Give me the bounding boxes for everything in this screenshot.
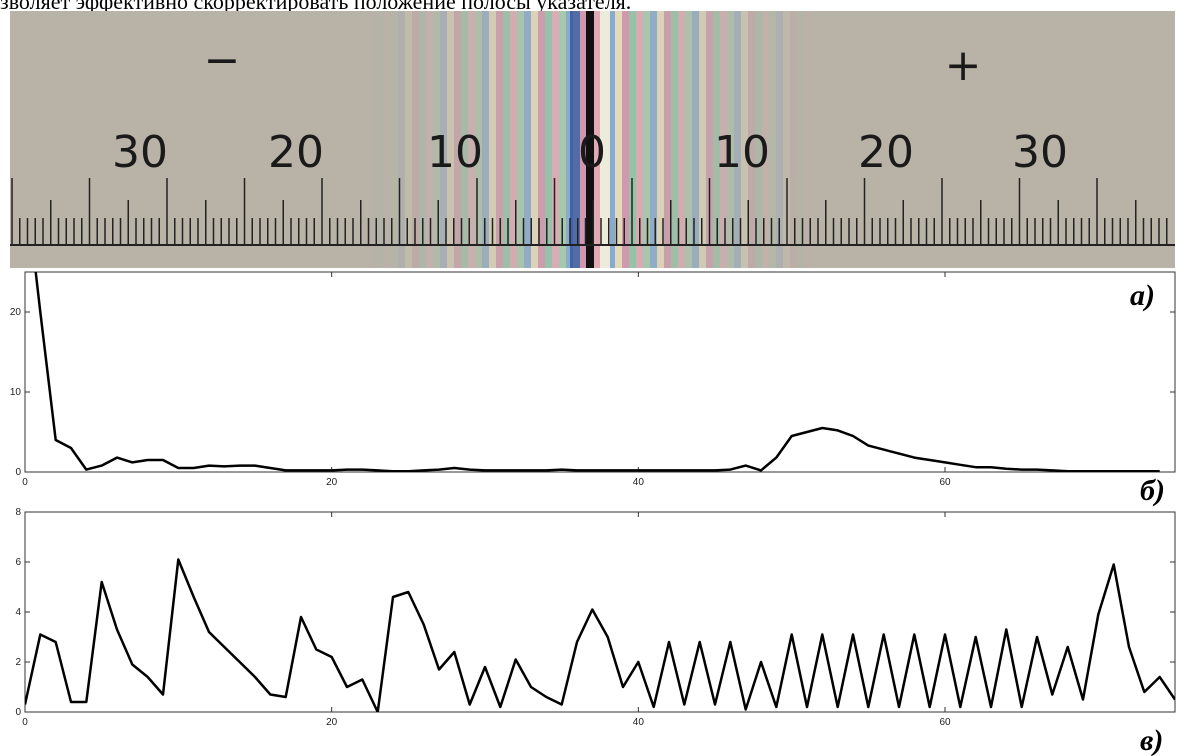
y-tick-label: 8 xyxy=(15,507,21,518)
scale-label: 30 xyxy=(112,127,168,178)
y-tick-label: 20 xyxy=(10,307,22,318)
fringe xyxy=(559,11,566,268)
fringe xyxy=(608,11,615,268)
fringe xyxy=(615,11,622,268)
scale-label: 20 xyxy=(858,127,914,178)
fringe xyxy=(699,11,706,268)
fringe xyxy=(664,11,671,268)
scale-label: 10 xyxy=(427,127,483,178)
fringe xyxy=(496,11,503,268)
fringe xyxy=(671,11,678,268)
fringe xyxy=(468,11,475,268)
scale-label: 20 xyxy=(268,127,324,178)
caption-text: зволяет эффективно скорректировать полож… xyxy=(0,0,631,14)
y-tick-label: 2 xyxy=(15,657,21,668)
fringe xyxy=(580,11,587,268)
sign: − xyxy=(204,35,241,86)
fringe xyxy=(734,11,741,268)
fringe xyxy=(643,11,650,268)
fringe xyxy=(629,11,636,268)
line-series xyxy=(25,558,1175,712)
fringe xyxy=(419,11,426,268)
fringe-center xyxy=(600,11,610,268)
fringe xyxy=(531,11,538,268)
fringe xyxy=(727,11,734,268)
fringe xyxy=(517,11,524,268)
fringe xyxy=(692,11,699,268)
y-tick-label: 6 xyxy=(15,557,21,568)
fringe xyxy=(741,11,748,268)
fringe xyxy=(685,11,692,268)
panel-label: б) xyxy=(1140,474,1165,507)
fringe xyxy=(678,11,685,268)
fringe xyxy=(370,11,377,268)
scale-label: 10 xyxy=(714,127,770,178)
fringe xyxy=(545,11,552,268)
fringe xyxy=(804,11,811,268)
fringe xyxy=(454,11,461,268)
x-tick-label: 40 xyxy=(633,717,645,728)
scale-label: 0 xyxy=(578,127,606,178)
fringe xyxy=(657,11,664,268)
fringe xyxy=(713,11,720,268)
y-tick-label: 4 xyxy=(15,607,21,618)
fringe xyxy=(447,11,454,268)
fringe xyxy=(755,11,762,268)
fringe xyxy=(384,11,391,268)
fringe-center xyxy=(570,11,580,268)
fringe xyxy=(636,11,643,268)
line-series xyxy=(34,272,1160,472)
x-tick-label: 0 xyxy=(22,717,28,728)
y-tick-label: 0 xyxy=(15,467,21,478)
x-tick-label: 60 xyxy=(939,477,951,488)
fringe xyxy=(538,11,545,268)
fringe xyxy=(391,11,398,268)
fringe xyxy=(524,11,531,268)
fringe xyxy=(461,11,468,268)
fringe-center xyxy=(586,11,594,268)
fringe xyxy=(475,11,482,268)
plot-frame xyxy=(24,271,1176,473)
fringe xyxy=(748,11,755,268)
fringe xyxy=(783,11,790,268)
y-tick-label: 0 xyxy=(15,707,21,718)
fringe xyxy=(622,11,629,268)
x-tick-label: 20 xyxy=(326,477,338,488)
fringe xyxy=(650,11,657,268)
fringe xyxy=(797,11,804,268)
panel-label: в) xyxy=(1140,724,1163,756)
fringe xyxy=(503,11,510,268)
fringe xyxy=(405,11,412,268)
fringe xyxy=(482,11,489,268)
fringe xyxy=(566,11,573,268)
fringe xyxy=(377,11,384,268)
fringe xyxy=(510,11,517,268)
fringe xyxy=(433,11,440,268)
x-tick-label: 60 xyxy=(939,717,951,728)
fringe xyxy=(776,11,783,268)
x-tick-label: 0 xyxy=(22,477,28,488)
fringe xyxy=(426,11,433,268)
y-tick-label: 10 xyxy=(10,387,22,398)
panel-label: а) xyxy=(1130,279,1155,312)
x-tick-label: 20 xyxy=(326,717,338,728)
fringe xyxy=(440,11,447,268)
fringe xyxy=(706,11,713,268)
fringe xyxy=(552,11,559,268)
scale-label: 30 xyxy=(1012,127,1068,178)
fringe xyxy=(412,11,419,268)
photo: 30 20 10 0 10 20 30− + xyxy=(10,11,1175,268)
fringe xyxy=(720,11,727,268)
fringe xyxy=(762,11,769,268)
fringe xyxy=(769,11,776,268)
sign: + xyxy=(945,40,982,91)
fringe xyxy=(594,11,601,268)
plot-frame xyxy=(24,511,1176,713)
x-tick-label: 40 xyxy=(633,477,645,488)
fringe xyxy=(489,11,496,268)
fringe xyxy=(398,11,405,268)
fringe xyxy=(790,11,797,268)
